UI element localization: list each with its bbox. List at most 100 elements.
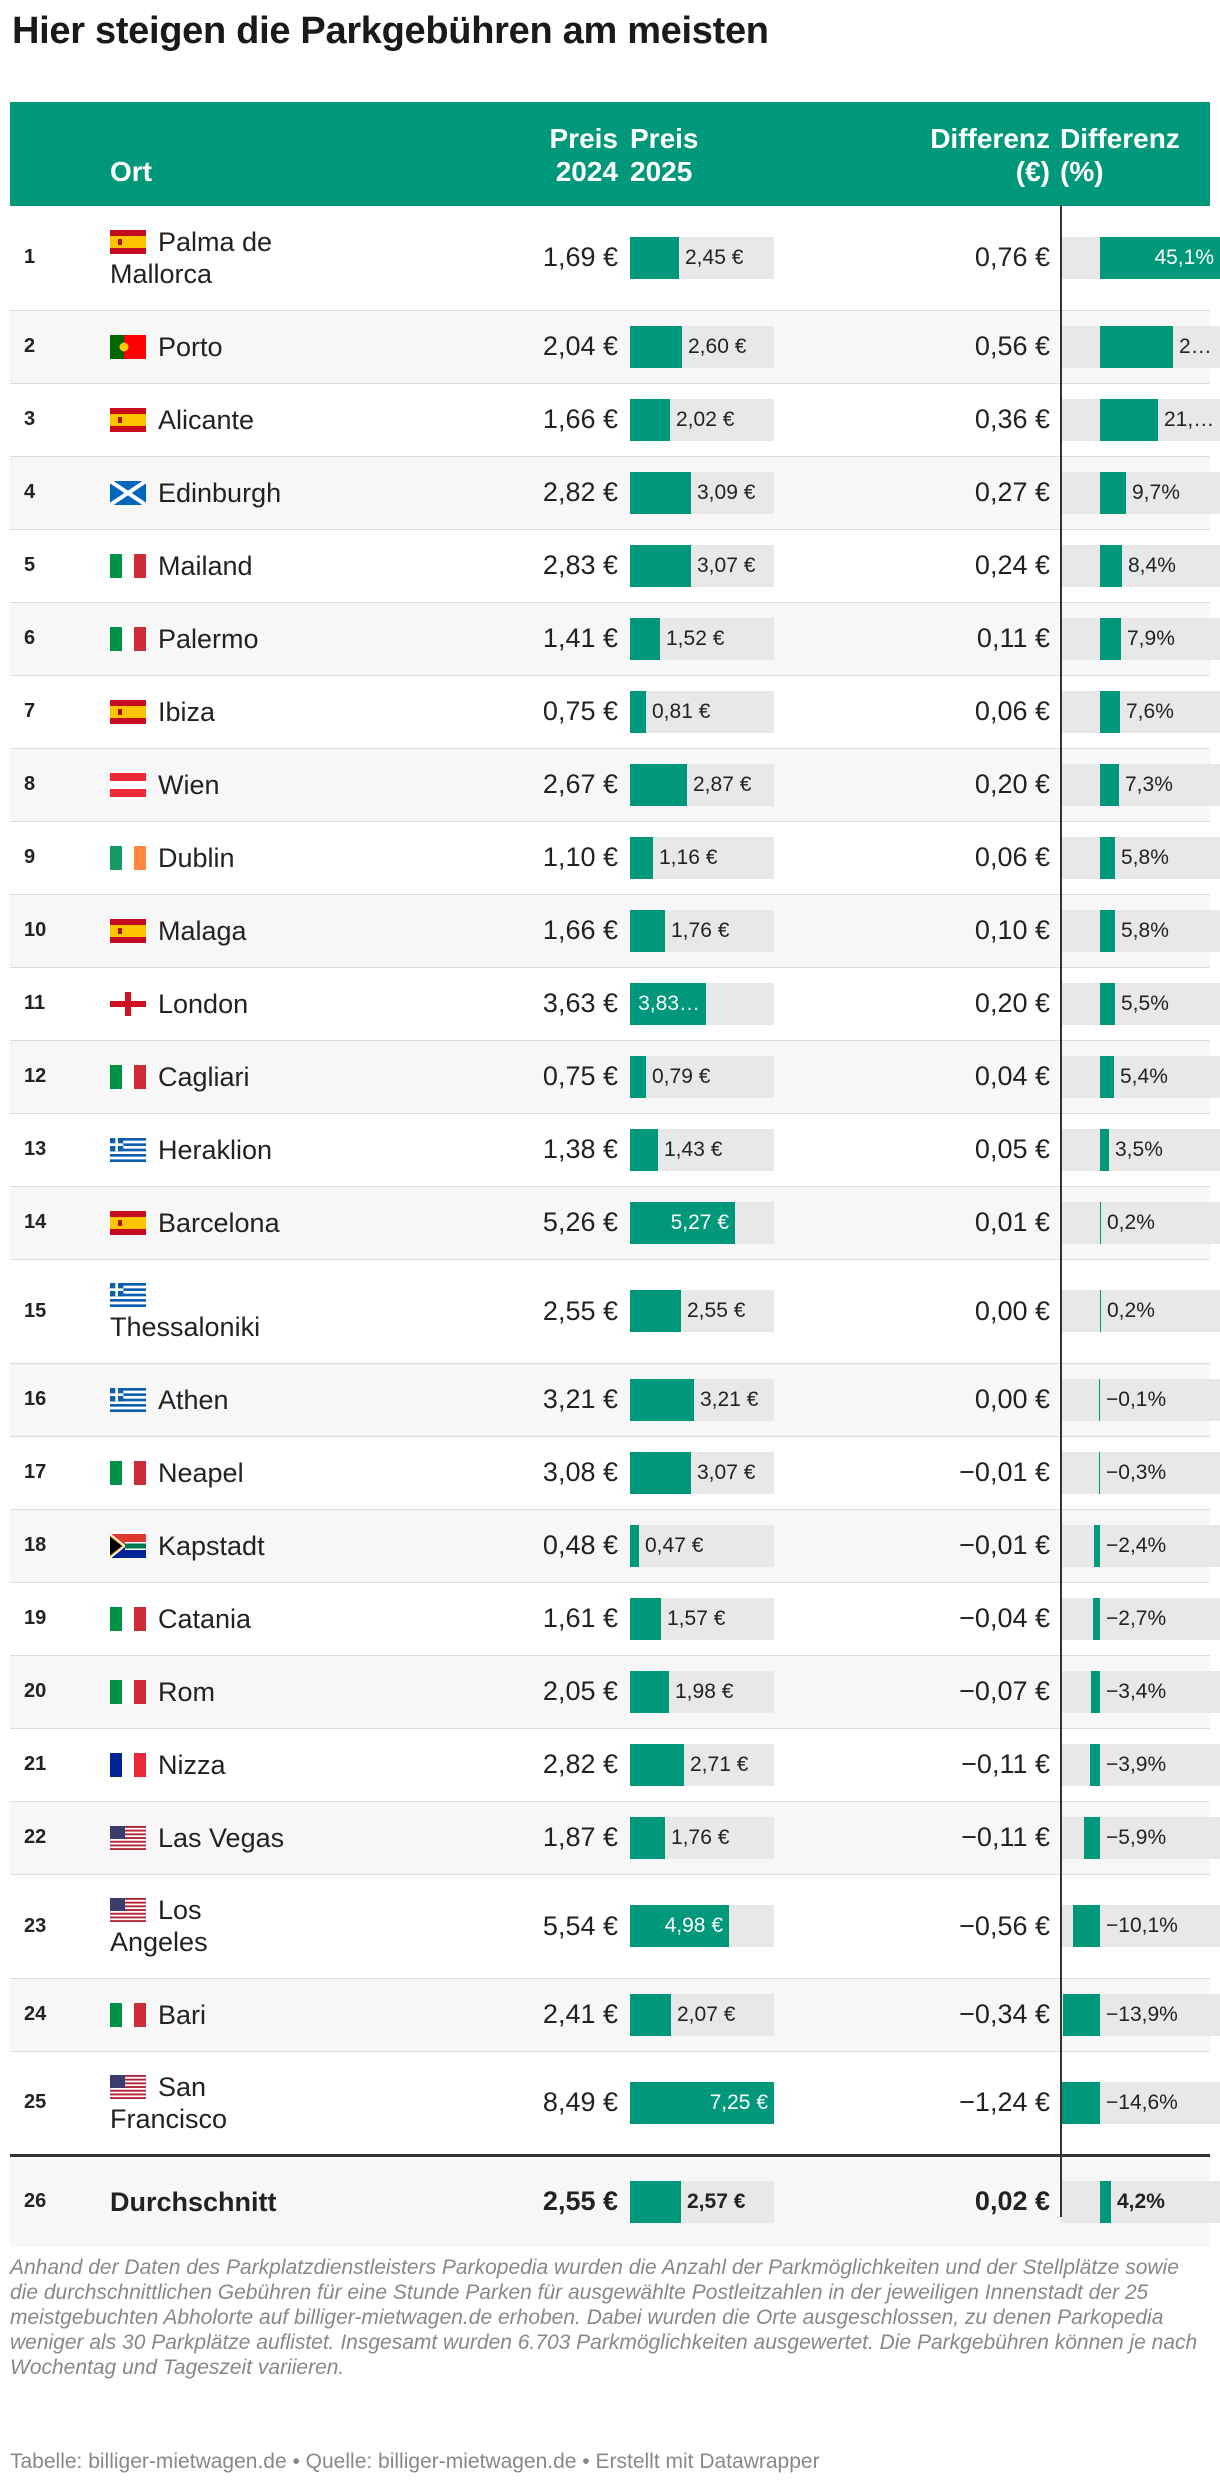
ort-cell: Palermo (110, 602, 410, 675)
difference-pct-cell: 3,5% (1060, 1113, 1220, 1186)
price-2024-cell: 2,55 € (542, 1295, 618, 1326)
price-2025-cell: 3,07 € (628, 529, 806, 602)
table-row: 22 Las Vegas 1,87 € 1,76 € −0,11 € −5,9% (10, 1801, 1220, 1874)
difference-eur-cell: 0,06 € (974, 842, 1050, 872)
ort-name: Cagliari (158, 1061, 250, 1092)
price-2024-cell: 1,10 € (542, 842, 618, 872)
price-2025-bar (630, 617, 660, 660)
rank-cell: 21 (24, 1753, 47, 1775)
price-2025-cell: 1,76 € (628, 1801, 806, 1874)
header-preis-2025[interactable]: Preis 2025 (630, 123, 699, 187)
difference-pct-label: −0,3% (1106, 1460, 1167, 1484)
difference-pct-cell: 5,8% (1060, 894, 1220, 967)
price-2025-label: 1,76 € (671, 918, 730, 942)
difference-eur-cell: 0,01 € (974, 1207, 1050, 1237)
table-row: 6 Palermo 1,41 € 1,52 € 0,11 € 7,9% (10, 602, 1220, 675)
price-2025-bar (630, 909, 665, 952)
price-2025-bar (630, 1524, 639, 1567)
header-differenz-eur[interactable]: Differenz (€) (930, 123, 1050, 187)
difference-pct-label: −3,4% (1106, 1679, 1167, 1703)
rank-cell: 9 (24, 846, 36, 868)
difference-pct-bar (1090, 1743, 1100, 1786)
price-2024-cell: 3,63 € (542, 988, 618, 1018)
price-2025-bar-track: 2,45 € (630, 236, 774, 279)
table-row: 21 Nizza 2,82 € 2,71 € −0,11 € −3,9% (10, 1728, 1220, 1801)
italy-flag-icon (110, 1679, 146, 1704)
price-2025-label: 1,52 € (666, 626, 725, 650)
price-2025-bar-track: 1,52 € (630, 617, 774, 660)
rank-cell: 24 (24, 2003, 47, 2025)
difference-pct-bar (1063, 1993, 1100, 2036)
difference-pct-label: −0,1% (1106, 1387, 1167, 1411)
difference-pct-cell: 9,7% (1060, 456, 1220, 529)
header-preis-2024[interactable]: Preis 2024 (549, 123, 619, 187)
price-2024-cell: 2,41 € (542, 1999, 618, 2029)
price-2025-bar-track: 3,09 € (630, 471, 774, 514)
difference-pct-bar (1099, 1451, 1100, 1494)
price-2024-cell: 5,26 € (542, 1207, 618, 1237)
price-2024-cell: 2,55 € (542, 2186, 618, 2217)
difference-pct-bar-track: 7,3% (1060, 763, 1220, 806)
difference-eur-cell: 0,36 € (974, 404, 1050, 434)
price-2025-bar (630, 398, 670, 441)
difference-pct-bar (1100, 1201, 1101, 1244)
difference-pct-label: −13,9% (1106, 2002, 1178, 2026)
ort-name: Malaga (158, 915, 247, 946)
price-2024-cell: 1,66 € (542, 915, 618, 945)
header-rank[interactable] (10, 102, 110, 206)
price-2025-cell: 2,60 € (628, 310, 806, 383)
difference-eur-cell: 0,06 € (974, 696, 1050, 726)
price-2025-label: 0,47 € (645, 1533, 704, 1557)
price-2025-cell: 3,21 € (628, 1363, 806, 1436)
rank-cell: 7 (24, 700, 36, 722)
ort-cell: Cagliari (110, 1040, 410, 1113)
spain-flag-icon (110, 918, 146, 943)
usa-flag-icon (110, 2074, 146, 2099)
difference-eur-cell: 0,20 € (974, 769, 1050, 799)
difference-eur-cell: 0,10 € (974, 915, 1050, 945)
portugal-flag-icon (110, 334, 146, 359)
ort-cell: Rom (110, 1655, 410, 1728)
table-row: 13 Heraklion 1,38 € 1,43 € 0,05 € 3,5% (10, 1113, 1220, 1186)
difference-eur-cell: 0,02 € (974, 2186, 1050, 2217)
difference-pct-cell: 7,3% (1060, 748, 1220, 821)
rank-cell: 18 (24, 1534, 47, 1556)
ort-name: Edinburgh (158, 477, 282, 508)
ort-cell: Durchschnitt (110, 2155, 410, 2247)
header-ort[interactable]: Ort (110, 156, 152, 187)
difference-pct-label: 21,… (1164, 407, 1215, 431)
ort-cell: Edinburgh (110, 456, 410, 529)
difference-pct-cell: 8,4% (1060, 529, 1220, 602)
difference-pct-label: 5,8% (1121, 845, 1169, 869)
difference-pct-cell: −0,3% (1060, 1436, 1220, 1509)
difference-pct-bar-track: −2,4% (1060, 1524, 1220, 1567)
difference-pct-label: 5,8% (1121, 918, 1169, 942)
price-2025-bar (630, 236, 679, 279)
price-2025-bar-track: 2,55 € (630, 1290, 774, 1332)
price-2025-bar (630, 1201, 735, 1244)
difference-pct-label: 4,2% (1117, 2189, 1165, 2213)
chart-title: Hier steigen die Parkgebühren am meisten (12, 10, 769, 52)
price-2024-cell: 1,38 € (542, 1134, 618, 1164)
difference-pct-bar-track: 7,6% (1060, 690, 1220, 733)
difference-eur-cell: −0,56 € (959, 1910, 1050, 1941)
ort-name: Dublin (158, 842, 235, 873)
header-differenz-pct[interactable]: Differenz (%) (1060, 123, 1180, 187)
difference-pct-bar (1100, 1290, 1101, 1332)
difference-pct-cell: −13,9% (1060, 1978, 1220, 2051)
usa-flag-icon (110, 1825, 146, 1850)
table-row: 10 Malaga 1,66 € 1,76 € 0,10 € 5,8% (10, 894, 1220, 967)
difference-pct-cell: −0,1% (1060, 1363, 1220, 1436)
price-2025-label: 1,57 € (667, 1606, 726, 1630)
difference-eur-cell: 0,05 € (974, 1134, 1050, 1164)
difference-pct-bar-track: 5,8% (1060, 836, 1220, 879)
price-2025-bar (630, 1451, 691, 1494)
price-2025-cell: 2,71 € (628, 1728, 806, 1801)
price-2025-cell: 0,47 € (628, 1509, 806, 1582)
price-2024-cell: 3,21 € (542, 1384, 618, 1414)
difference-pct-bar (1100, 836, 1115, 879)
price-2025-label: 1,98 € (675, 1679, 734, 1703)
usa-flag-icon (110, 1898, 146, 1922)
difference-pct-bar-track: 4,2% (1060, 2180, 1220, 2223)
difference-pct-label: −10,1% (1106, 1914, 1178, 1937)
